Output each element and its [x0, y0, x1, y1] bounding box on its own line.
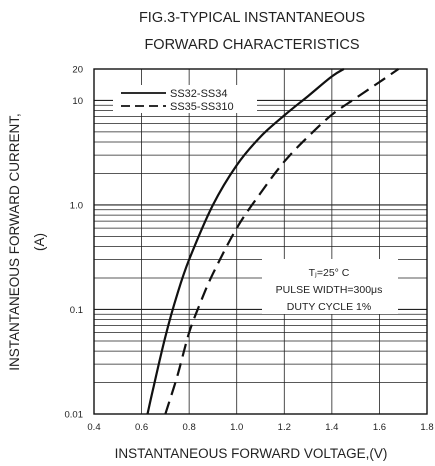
legend-label-ss32-ss34: SS32-SS34	[170, 88, 227, 100]
y-tick-label: 10	[72, 96, 83, 107]
grid	[94, 69, 427, 414]
chart-title-line-2: FORWARD CHARACTERISTICS	[144, 37, 359, 53]
annotation-line-2: PULSE WIDTH=300μs	[276, 284, 383, 296]
x-tick-label: 0.6	[135, 422, 148, 433]
x-tick-label: 1.2	[278, 422, 291, 433]
y-tick-label: 0.1	[70, 305, 83, 316]
y-tick-label: 1.0	[70, 200, 83, 211]
plot-frame	[93, 68, 428, 415]
x-tick-label: 0.8	[183, 422, 196, 433]
x-ticks: 0.4 0.6 0.8 1.0 1.2 1.4 1.6 1.8	[87, 422, 433, 433]
series-line-ss32-ss34	[146, 68, 345, 415]
x-tick-label: 1.6	[373, 422, 386, 433]
legend: SS32-SS34 SS35-SS310	[113, 85, 257, 113]
x-tick-label: 1.8	[420, 422, 433, 433]
y-tick-label: 0.01	[65, 410, 84, 421]
annotation-line-3: DUTY CYCLE 1%	[287, 301, 371, 313]
y-tick-label: 20	[72, 65, 83, 76]
x-axis-label: INSTANTANEOUS FORWARD VOLTAGE,(V)	[115, 446, 388, 461]
x-tick-label: 1.0	[230, 422, 243, 433]
series-line-ss35-ss310	[164, 68, 400, 415]
conditions-box	[262, 259, 398, 314]
y-ticks: 0.01 0.1 1.0 10 20	[65, 65, 84, 421]
annotation-line-1: Tⱼ=25° C	[309, 267, 350, 279]
y-axis-label-line-1: INSTANTANEOUS FORWARD CURRENT,	[7, 113, 22, 371]
x-tick-label: 0.4	[87, 422, 100, 433]
x-tick-label: 1.4	[325, 422, 338, 433]
legend-label-ss35-ss310: SS35-SS310	[170, 101, 234, 113]
series	[146, 68, 400, 415]
y-axis-label-line-2: (A)	[32, 233, 47, 251]
conditions-annotation: Tⱼ=25° C PULSE WIDTH=300μs DUTY CYCLE 1%	[262, 259, 398, 314]
legend-box	[113, 85, 257, 113]
chart-title-line-1: FIG.3-TYPICAL INSTANTANEOUS	[139, 10, 365, 26]
